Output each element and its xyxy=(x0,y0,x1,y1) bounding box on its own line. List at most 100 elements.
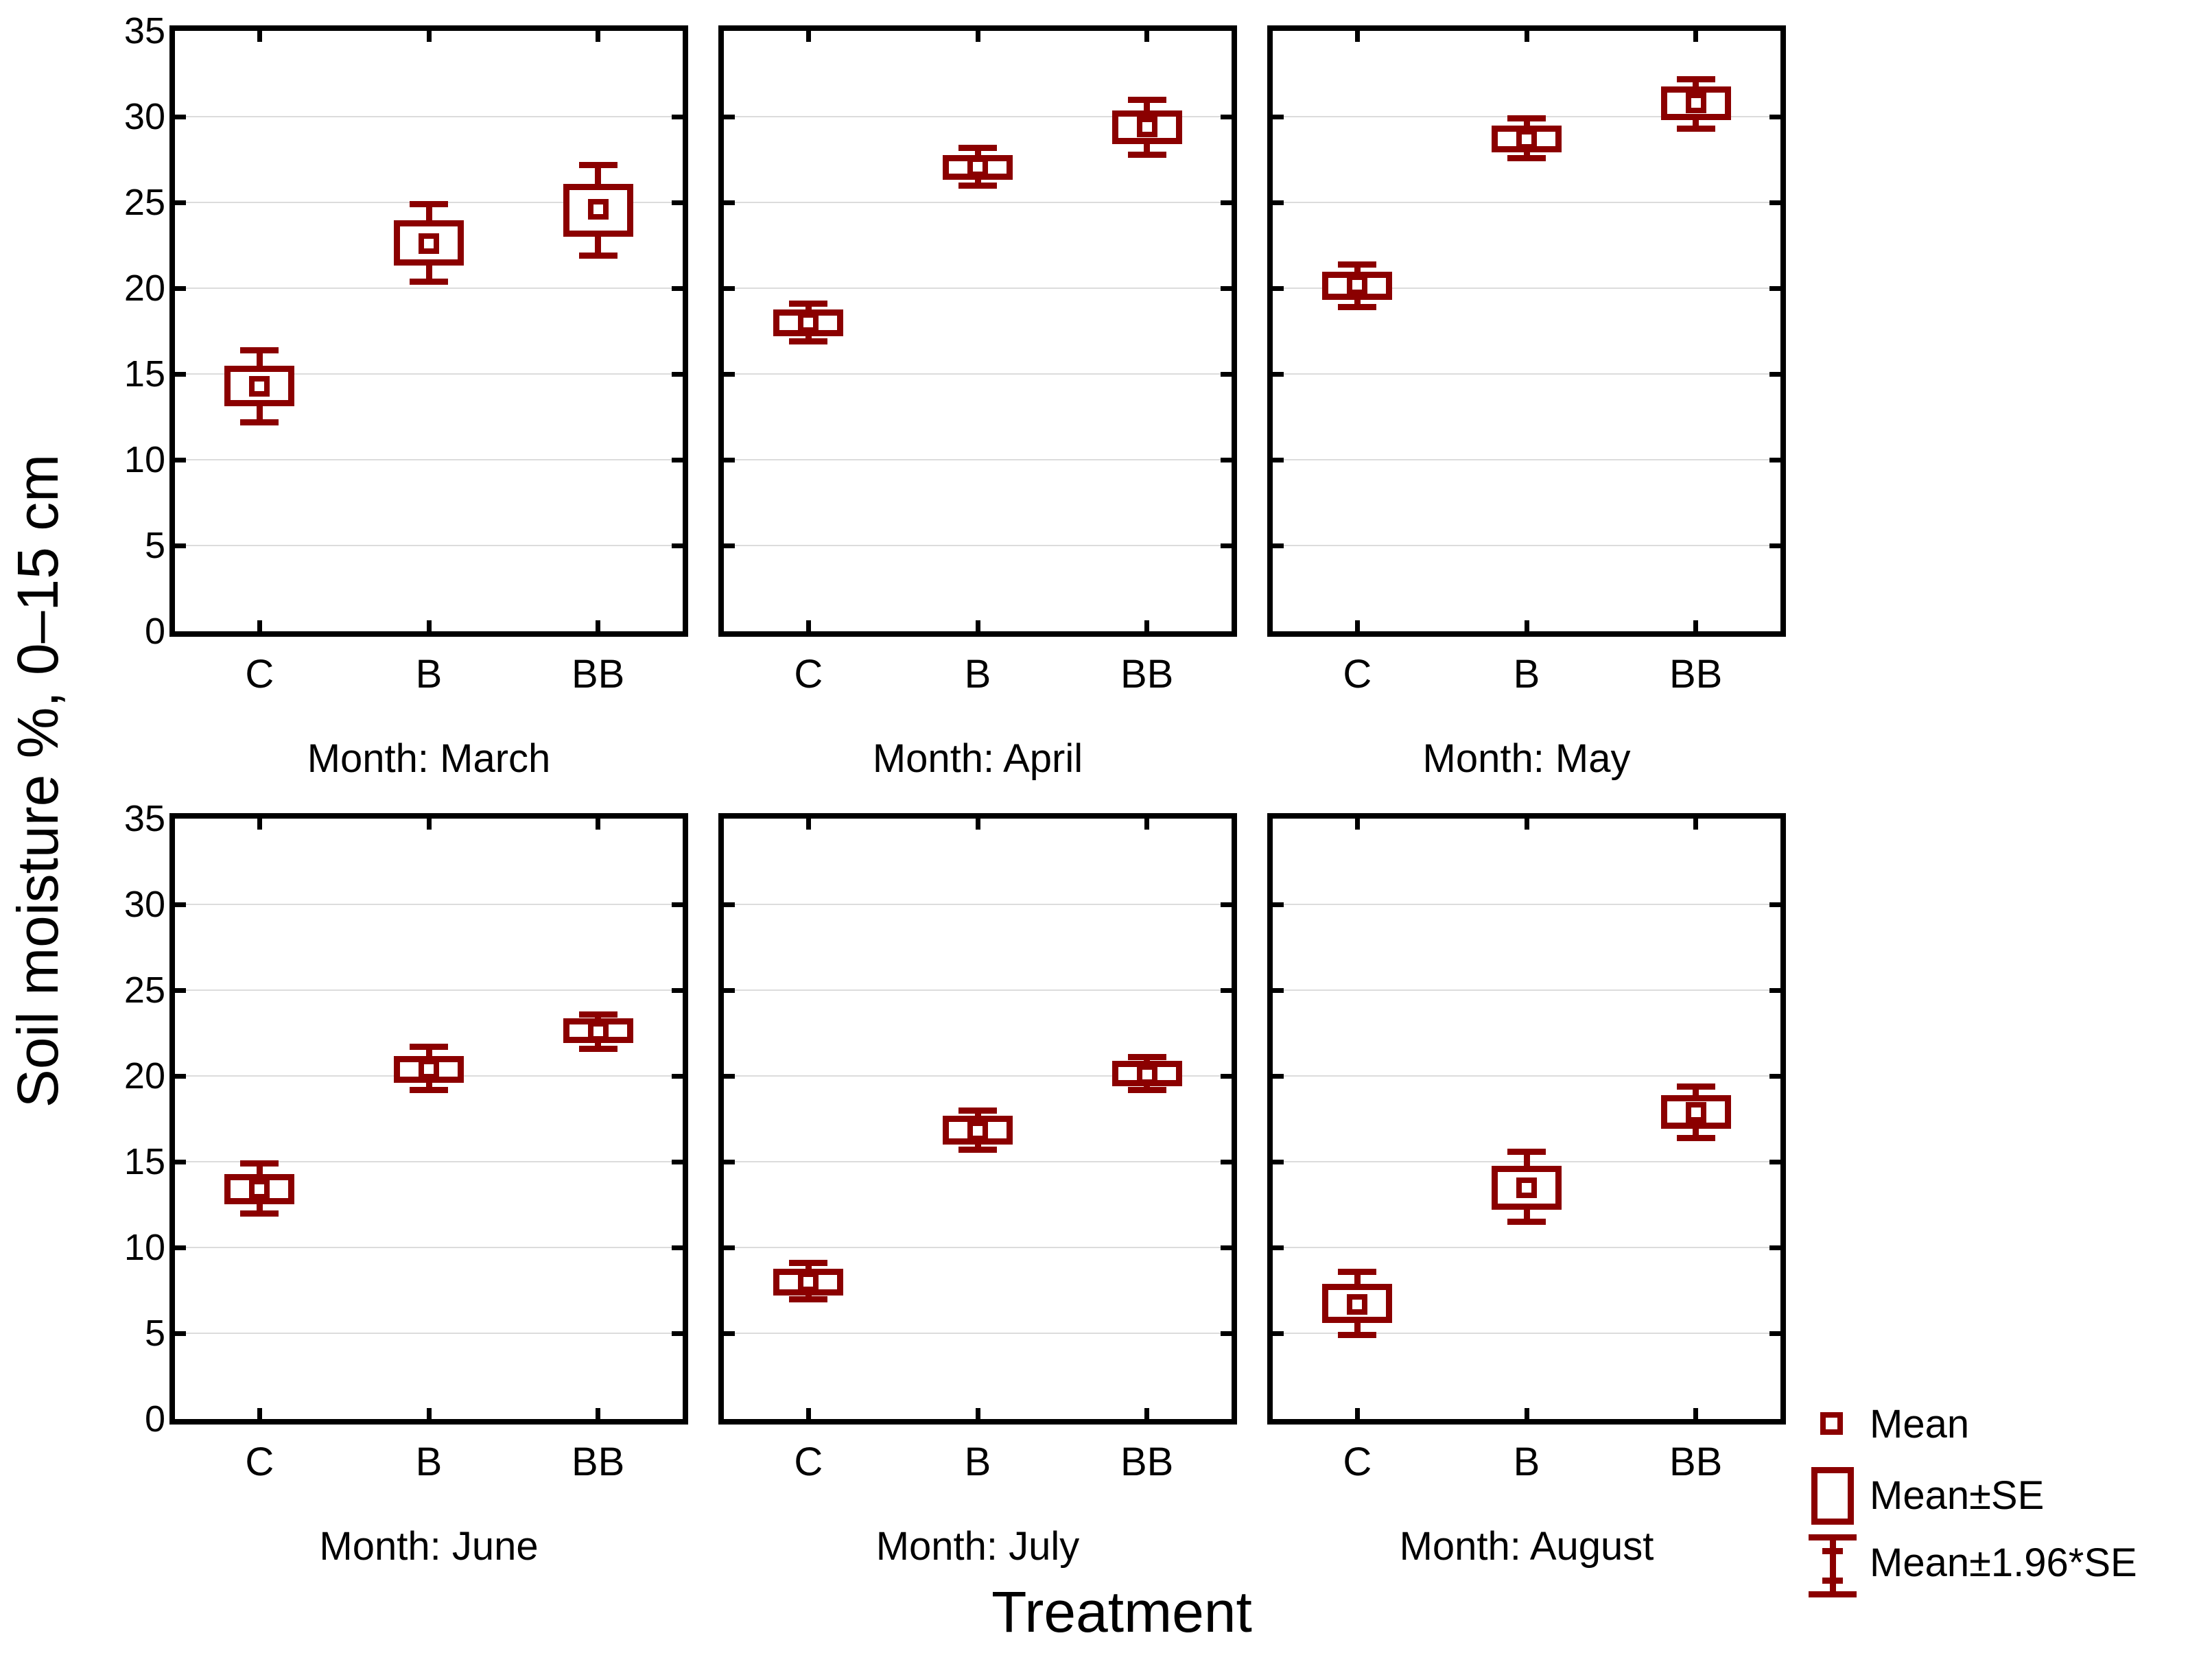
grid-line-30 xyxy=(724,904,1232,905)
y-tick xyxy=(1273,543,1284,548)
x-category-label-bb: BB xyxy=(571,652,625,696)
y-tick-label-15: 15 xyxy=(123,1141,165,1182)
y-tick xyxy=(1221,1073,1232,1079)
mean-marker-B xyxy=(419,233,439,254)
grid-line-20 xyxy=(724,1075,1232,1077)
x-category-label-bb: BB xyxy=(1120,1440,1174,1484)
y-tick xyxy=(672,1073,683,1079)
x-tick xyxy=(805,620,811,631)
x-tick xyxy=(1354,620,1360,631)
y-tick xyxy=(1273,1331,1284,1336)
x-tick xyxy=(805,31,811,42)
grid-line-30 xyxy=(1273,904,1780,905)
x-tick xyxy=(426,1408,432,1419)
whisker-cap-top-C xyxy=(240,1160,279,1167)
x-tick xyxy=(1524,1408,1529,1419)
y-tick xyxy=(1769,1331,1780,1336)
grid-line-25 xyxy=(1273,202,1780,203)
y-tick-label-0: 0 xyxy=(144,611,165,652)
legend-label-mean: Mean xyxy=(1870,1402,1970,1446)
grid-line-20 xyxy=(724,288,1232,289)
y-tick xyxy=(1273,457,1284,462)
mean-marker-C xyxy=(1347,274,1368,295)
y-tick xyxy=(175,987,186,993)
panel-month-may xyxy=(1267,25,1786,637)
y-tick xyxy=(175,1331,186,1336)
y-tick xyxy=(1221,987,1232,993)
whisker-cap-bottom-C xyxy=(789,1296,828,1302)
y-tick xyxy=(672,1245,683,1250)
x-tick xyxy=(257,620,262,631)
y-tick xyxy=(1769,285,1780,291)
x-category-label-b: B xyxy=(964,1440,991,1484)
y-tick xyxy=(1273,200,1284,205)
panel-caption-month-june: Month: June xyxy=(319,1524,539,1569)
y-tick xyxy=(724,285,735,291)
y-tick-label-15: 15 xyxy=(123,353,165,395)
grid-line-30 xyxy=(724,116,1232,117)
se-box-BB xyxy=(1111,110,1182,144)
y-tick xyxy=(175,1159,186,1164)
panel-caption-month-may: Month: May xyxy=(1422,736,1631,781)
y-tick xyxy=(1221,285,1232,291)
whisker-cap-top-B xyxy=(1507,115,1546,121)
whisker-cap-bottom-BB xyxy=(578,253,617,259)
mean-marker-C xyxy=(249,375,270,397)
y-tick xyxy=(1769,200,1780,205)
y-tick xyxy=(672,987,683,993)
grid-line-15 xyxy=(175,373,683,375)
mean-marker-C xyxy=(798,1272,819,1292)
y-tick xyxy=(672,902,683,907)
grid-line-10 xyxy=(175,1247,683,1248)
y-tick xyxy=(175,902,186,907)
x-tick xyxy=(1144,31,1150,42)
x-tick xyxy=(257,31,262,42)
x-tick xyxy=(805,819,811,830)
y-tick xyxy=(1769,543,1780,548)
grid-line-5 xyxy=(1273,1333,1780,1334)
legend-ci-whisker-icon xyxy=(1809,1534,1857,1597)
se-box-BB xyxy=(563,184,633,237)
y-tick xyxy=(672,114,683,119)
x-tick xyxy=(1693,31,1699,42)
x-tick xyxy=(596,1408,601,1419)
grid-line-15 xyxy=(724,373,1232,375)
x-tick xyxy=(596,819,601,830)
y-tick xyxy=(672,200,683,205)
whisker-cap-top-BB xyxy=(578,161,617,168)
whisker-cap-top-B xyxy=(410,1044,448,1050)
y-tick xyxy=(1221,543,1232,548)
x-category-label-bb: BB xyxy=(1120,652,1174,696)
y-tick xyxy=(724,1245,735,1250)
whisker-cap-bottom-BB xyxy=(1676,1134,1715,1141)
x-category-label-c: C xyxy=(245,652,274,696)
y-tick xyxy=(724,114,735,119)
y-tick xyxy=(1221,114,1232,119)
y-tick xyxy=(1273,1073,1284,1079)
mean-marker-BB xyxy=(587,1021,609,1042)
grid-line-10 xyxy=(1273,459,1780,460)
y-tick xyxy=(724,543,735,548)
panel-caption-month-august: Month: August xyxy=(1399,1524,1654,1569)
y-tick xyxy=(724,987,735,993)
mean-marker-BB xyxy=(1136,117,1157,137)
whisker-cap-top-C xyxy=(1338,261,1377,268)
grid-line-10 xyxy=(175,459,683,460)
x-category-label-bb: BB xyxy=(571,1440,625,1484)
whisker-cap-bottom-BB xyxy=(1127,151,1166,158)
y-tick xyxy=(1273,987,1284,993)
y-tick xyxy=(1221,1245,1232,1250)
whisker-cap-bottom-B xyxy=(410,278,448,285)
y-tick-label-5: 5 xyxy=(144,525,165,566)
panel-month-june xyxy=(169,813,688,1425)
x-tick xyxy=(1693,819,1699,830)
x-category-label-b: B xyxy=(415,652,443,696)
y-tick-label-25: 25 xyxy=(123,182,165,223)
whisker-cap-bottom-B xyxy=(1507,1219,1546,1225)
whisker-cap-bottom-BB xyxy=(1127,1086,1166,1093)
whisker-cap-bottom-B xyxy=(958,1147,997,1153)
y-tick xyxy=(724,1073,735,1079)
y-tick-label-10: 10 xyxy=(123,439,165,480)
mean-marker-B xyxy=(1516,128,1537,150)
whisker-cap-top-BB xyxy=(1676,75,1715,82)
